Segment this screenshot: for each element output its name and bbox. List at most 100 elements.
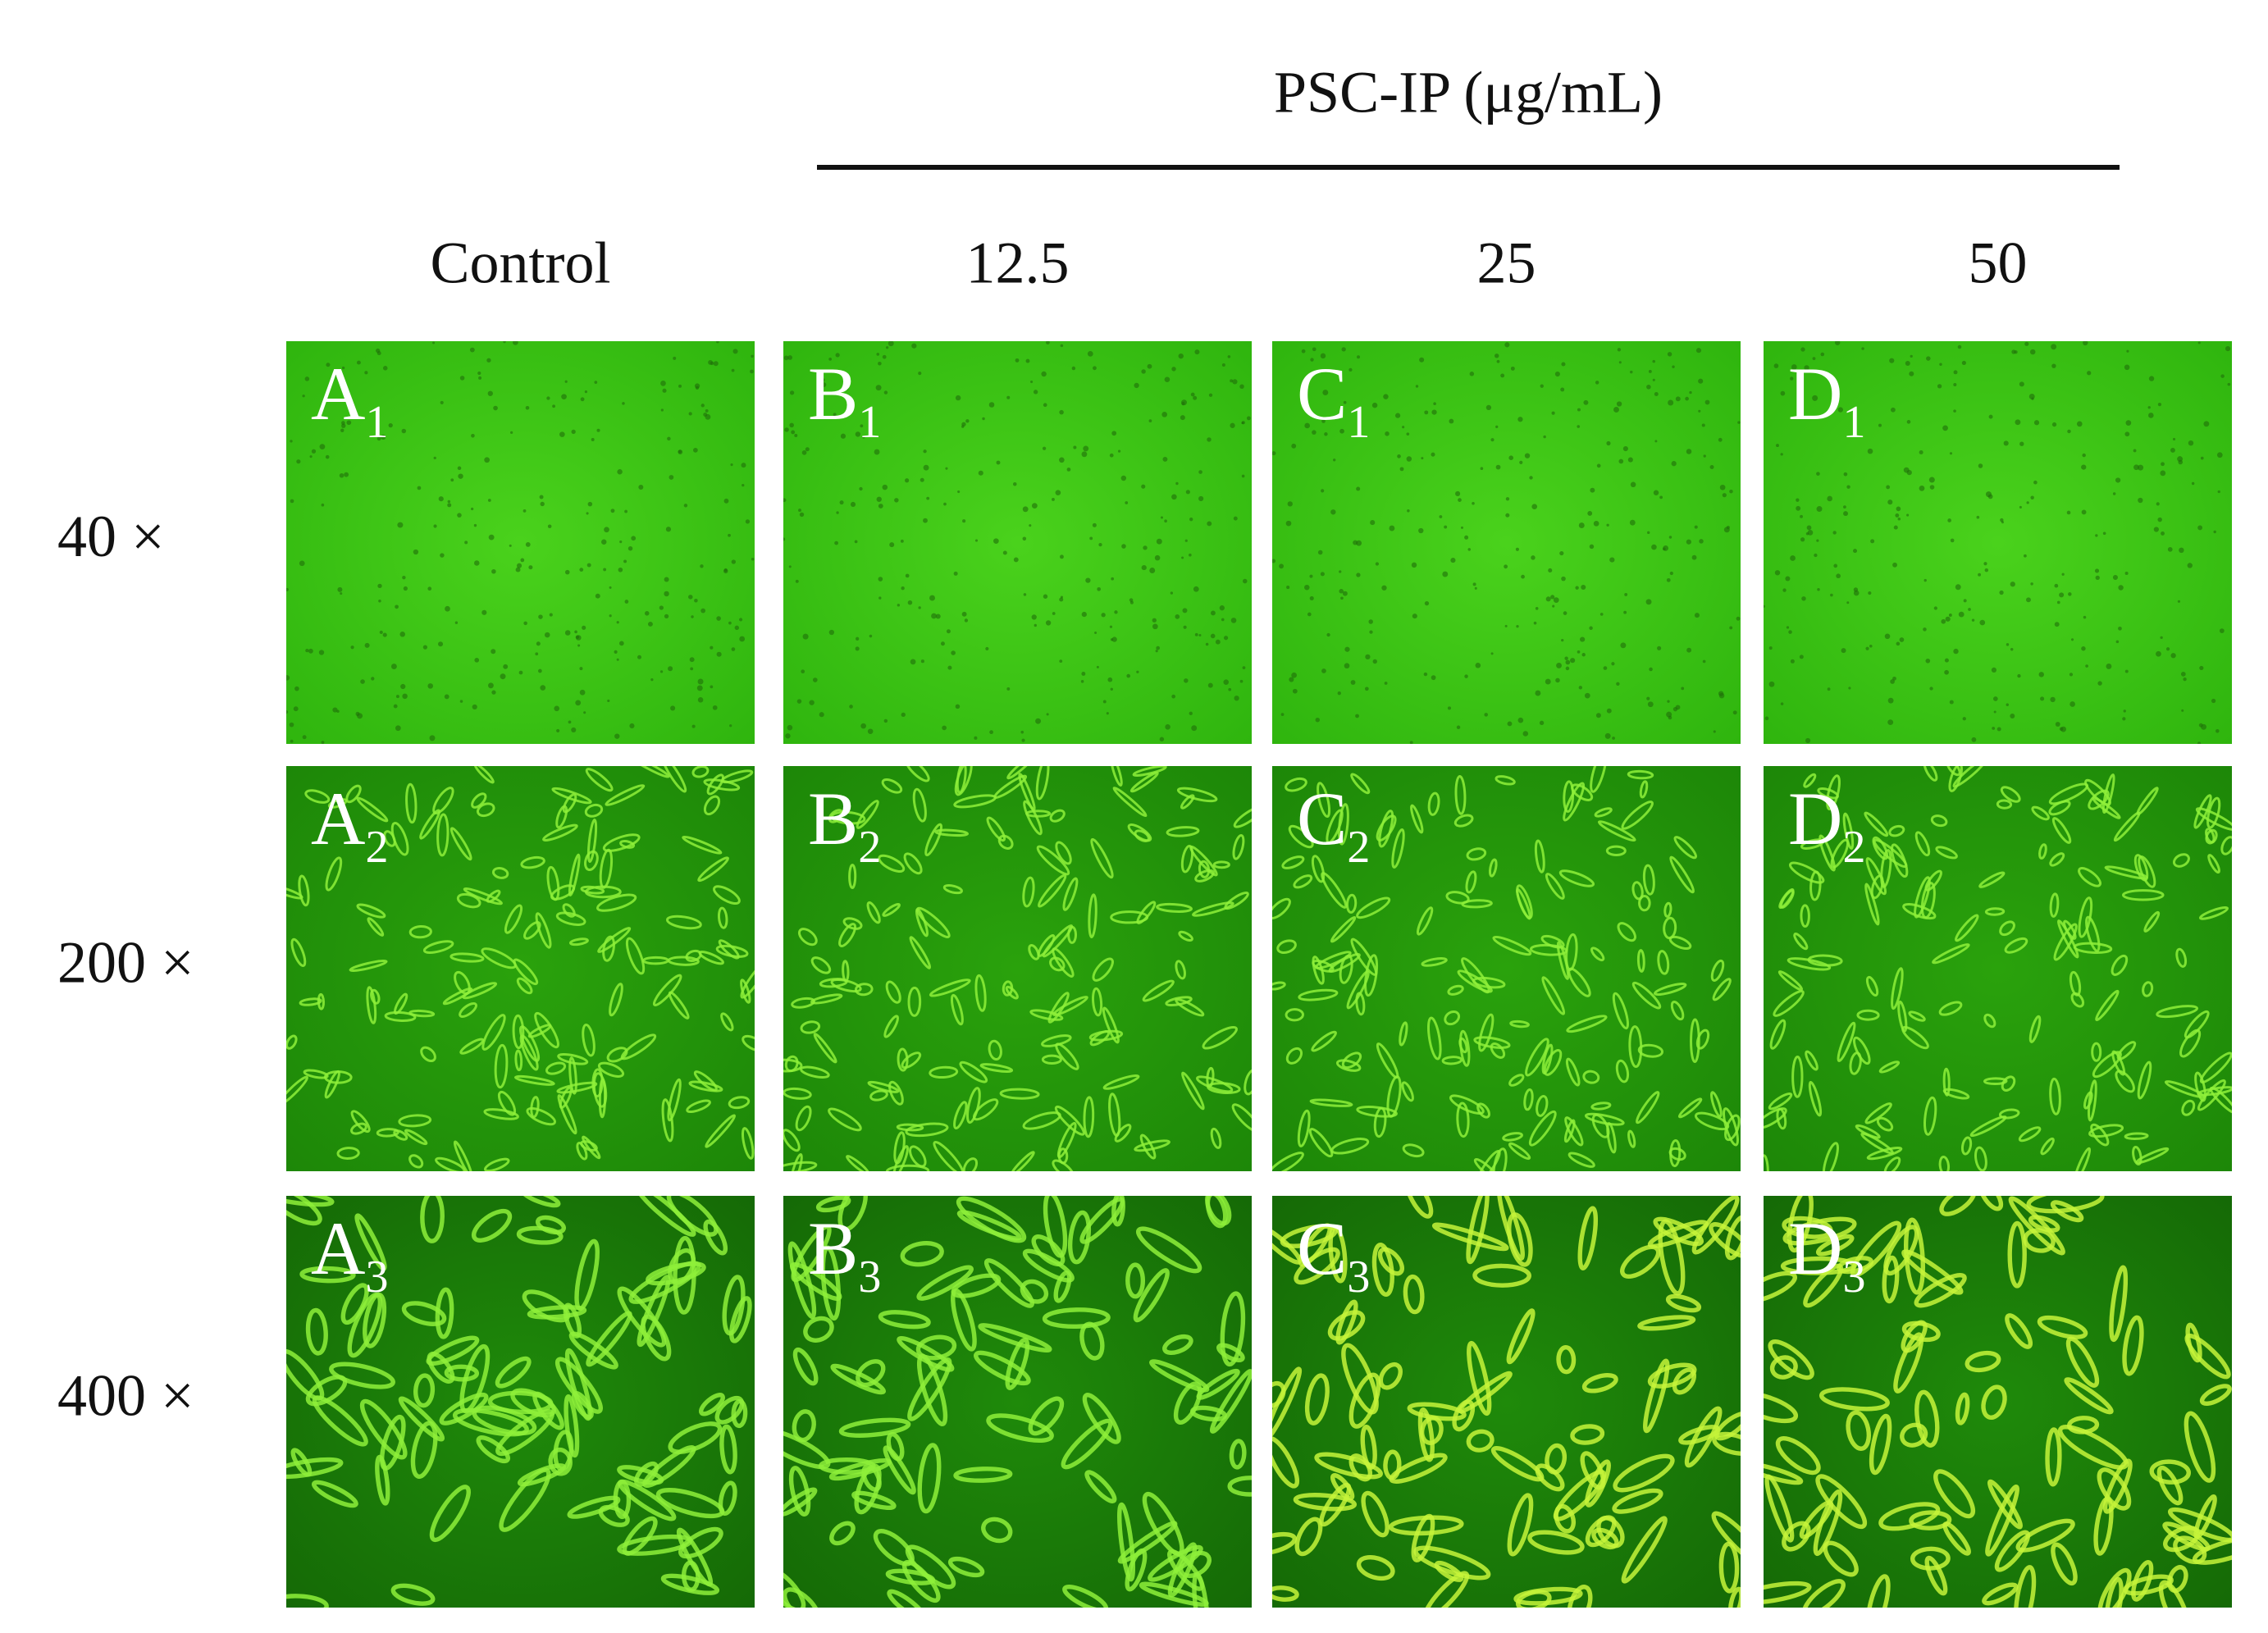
cell [1180,844,1194,874]
cell [1418,527,1424,534]
cell [1173,1381,1202,1425]
cell [1575,586,1579,590]
cell [1849,1051,1862,1075]
cell [1668,399,1674,406]
cell [1372,659,1377,664]
cell [1005,1337,1030,1390]
panel-letter: D [1788,352,1842,436]
cell [837,1196,868,1232]
cell [1431,675,1436,681]
cell [878,504,883,509]
cell [1496,359,1500,363]
cell [1618,458,1624,464]
cell [869,634,873,638]
cell [591,438,595,442]
cell [988,1039,1002,1061]
cell [2122,1315,2144,1376]
cell [1550,595,1555,600]
cell [1458,1371,1513,1414]
cell [459,1001,477,1018]
cell [1887,697,1894,704]
micrograph-background [286,341,755,744]
cell [580,1140,598,1152]
cell [1535,607,1539,610]
cell [1433,402,1436,405]
cell [951,650,956,655]
cell [1673,836,1698,860]
cell [696,685,703,691]
cell [1833,563,1838,568]
cell [1513,1586,1583,1606]
cell [370,988,381,1005]
cell [1184,678,1189,683]
cell [2049,892,2060,918]
cell [602,935,615,962]
column-header: Control [430,230,610,296]
cell [1563,611,1568,615]
cell [537,668,542,673]
cell [1155,650,1158,653]
cell [427,586,432,591]
cell [901,1051,922,1070]
cell [1764,1107,1787,1129]
cell [459,1038,485,1055]
cell [447,499,451,504]
cell [2010,714,2015,719]
cell [1472,582,1476,586]
cell [1609,557,1615,563]
cell [1333,458,1336,462]
panel-label: A1 [311,352,388,448]
cell [1034,623,1037,627]
cell [2180,672,2186,677]
cell [705,409,709,413]
cell [2225,345,2231,352]
cell [1409,741,1413,744]
cell [1589,626,1593,631]
cell [2125,420,2132,426]
cell [1942,425,1948,431]
cell [1114,610,1118,614]
cell [1111,1196,1125,1227]
cell [1563,780,1575,814]
cell [2083,341,2088,346]
cell [1698,378,1704,384]
cell [1059,597,1064,602]
cell [911,343,917,349]
panel-subscript: 2 [1842,822,1865,873]
cell [1906,513,1910,517]
cell [1630,481,1636,488]
cell [513,1074,555,1086]
cell [2161,531,2165,536]
cell [1578,522,1585,529]
cell [546,396,550,400]
cell [1675,396,1681,402]
cell [856,800,879,829]
cell [1083,445,1089,452]
cell [2053,923,2078,961]
cell [1112,787,1148,818]
cell [1045,620,1052,626]
cell [562,793,577,814]
cell [974,736,978,740]
cell [491,690,496,695]
cell [1867,448,1873,454]
cell [1285,777,1307,792]
cell [796,699,802,704]
cell [1981,1384,2007,1421]
cell [1453,814,1474,828]
cell [378,600,381,603]
cell [1764,604,1765,608]
cell [408,1154,424,1169]
cell [1285,520,1292,527]
cell [395,725,401,732]
cell [582,1023,596,1057]
cell [1669,855,1695,894]
cell [907,986,922,1017]
cell [1165,724,1171,730]
cell [303,1069,329,1079]
cell [1297,1109,1311,1147]
cell [614,733,620,739]
cell [1369,630,1373,634]
cell [717,906,728,929]
cell [1764,716,1769,721]
